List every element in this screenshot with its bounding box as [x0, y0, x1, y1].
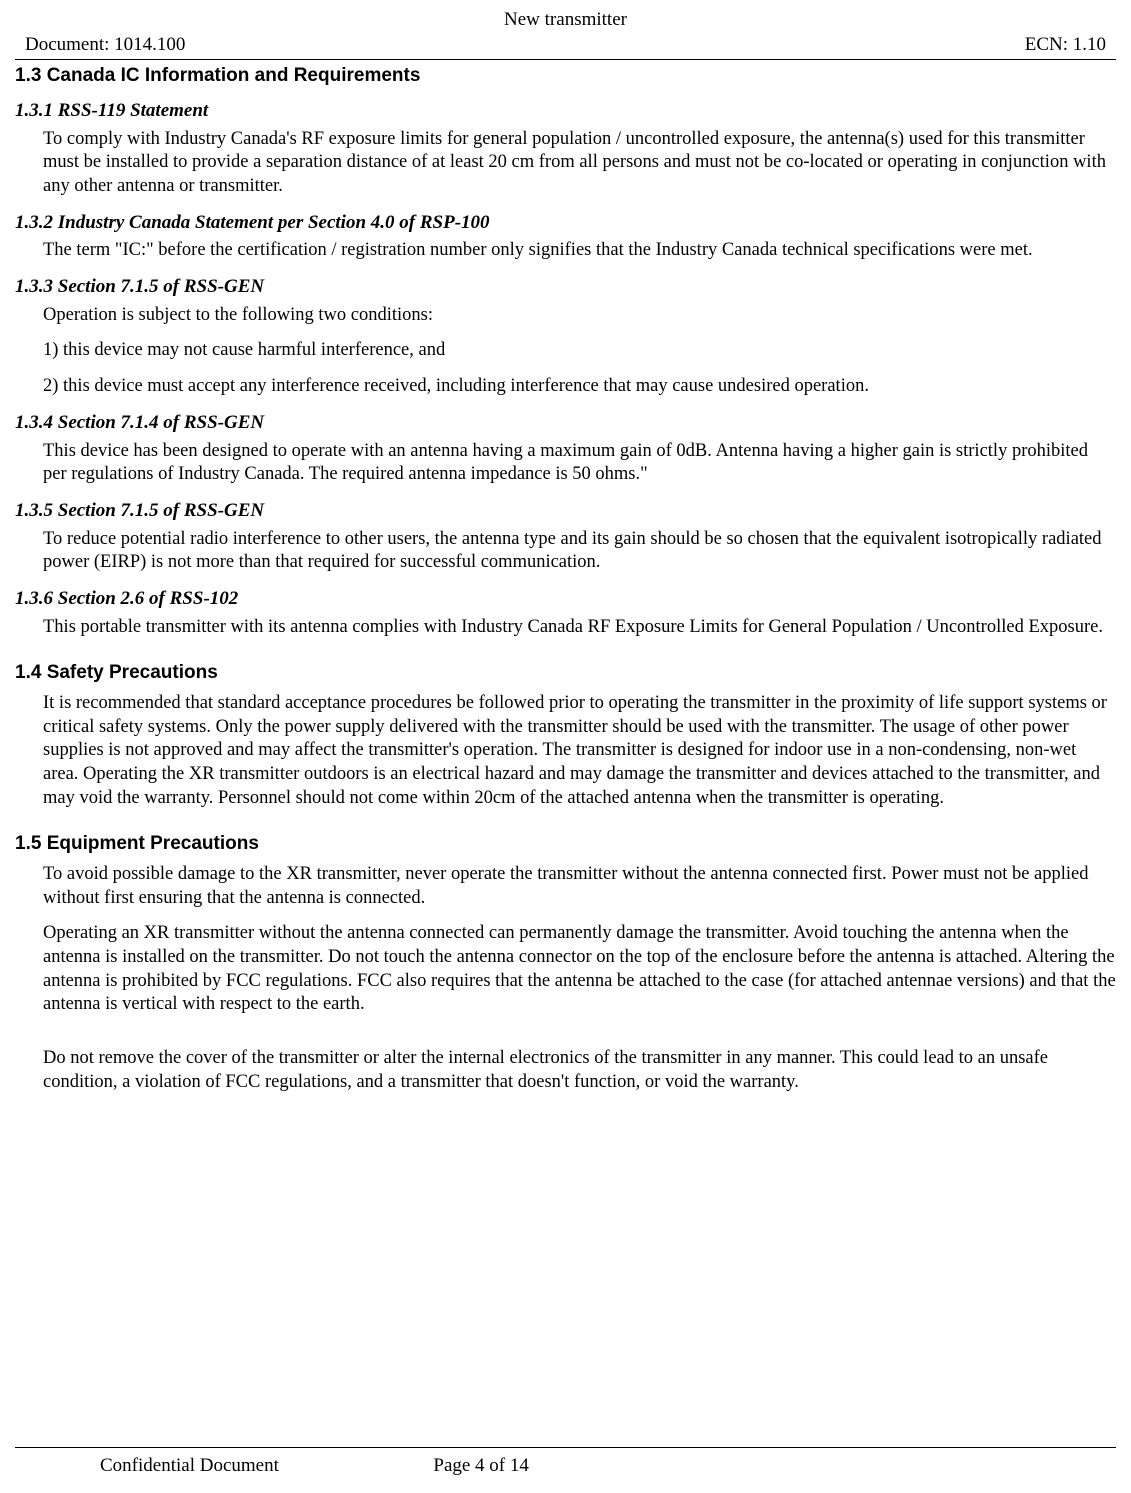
footer-page-number: Page 4 of 14 — [433, 1454, 697, 1479]
section-1-3-2-body: The term "IC:" before the certification … — [43, 239, 1116, 263]
footer-row: Confidential Document Page 4 of 14 — [15, 1454, 1116, 1479]
section-1-3-5-body: To reduce potential radio interference t… — [43, 528, 1116, 575]
section-1-5-p3: Do not remove the cover of the transmitt… — [43, 1047, 1116, 1094]
section-1-3-6-heading: 1.3.6 Section 2.6 of RSS-102 — [15, 587, 1116, 612]
section-1-5-heading: 1.5 Equipment Precautions — [15, 832, 1116, 857]
footer: Confidential Document Page 4 of 14 — [15, 1447, 1116, 1479]
section-1-3-5-heading: 1.3.5 Section 7.1.5 of RSS-GEN — [15, 499, 1116, 524]
section-1-3-4-heading: 1.3.4 Section 7.1.4 of RSS-GEN — [15, 411, 1116, 436]
document-page: New transmitter Document: 1014.100 ECN: … — [0, 0, 1131, 1493]
section-1-3-2-heading: 1.3.2 Industry Canada Statement per Sect… — [15, 211, 1116, 236]
section-1-3-3-p2: 1) this device may not cause harmful int… — [43, 339, 1116, 363]
section-1-3-1-heading: 1.3.1 RSS-119 Statement — [15, 99, 1116, 124]
header-row: Document: 1014.100 ECN: 1.10 — [15, 33, 1116, 61]
footer-rule — [15, 1447, 1116, 1448]
section-1-3-6-body: This portable transmitter with its anten… — [43, 616, 1116, 640]
section-1-3-heading: 1.3 Canada IC Information and Requiremen… — [15, 64, 1116, 89]
section-1-3-3-p3: 2) this device must accept any interfere… — [43, 375, 1116, 399]
footer-confidential: Confidential Document — [15, 1454, 433, 1479]
section-1-4-body: It is recommended that standard acceptan… — [43, 692, 1116, 810]
header-center-title: New transmitter — [15, 8, 1116, 33]
document-number: Document: 1014.100 — [25, 33, 185, 58]
section-1-5-p2: Operating an XR transmitter without the … — [43, 922, 1116, 1017]
section-1-3-1-body: To comply with Industry Canada's RF expo… — [43, 128, 1116, 199]
section-1-5-p1: To avoid possible damage to the XR trans… — [43, 863, 1116, 910]
section-1-3-4-body: This device has been designed to operate… — [43, 440, 1116, 487]
section-1-3-3-p1: Operation is subject to the following tw… — [43, 304, 1116, 328]
ecn-number: ECN: 1.10 — [1025, 33, 1106, 58]
section-1-4-heading: 1.4 Safety Precautions — [15, 661, 1116, 686]
section-1-3-3-heading: 1.3.3 Section 7.1.5 of RSS-GEN — [15, 275, 1116, 300]
